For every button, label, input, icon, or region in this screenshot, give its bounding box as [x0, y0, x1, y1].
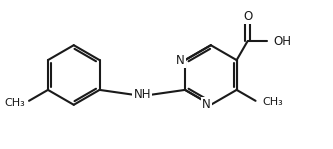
- Text: CH₃: CH₃: [262, 97, 283, 107]
- Text: N: N: [176, 54, 185, 67]
- Text: CH₃: CH₃: [4, 98, 25, 108]
- Text: NH: NH: [134, 88, 151, 101]
- Text: N: N: [202, 98, 211, 111]
- Text: O: O: [243, 10, 252, 23]
- Text: OH: OH: [273, 35, 291, 48]
